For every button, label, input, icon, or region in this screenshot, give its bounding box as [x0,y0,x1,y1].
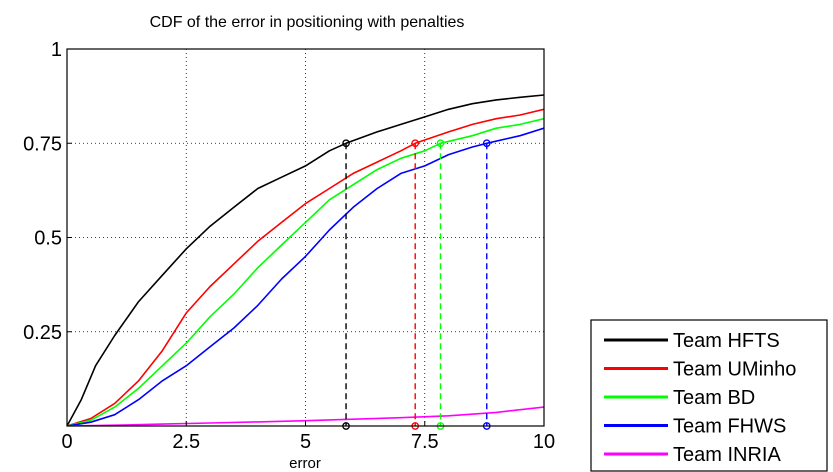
tick-group: 0 2.5 5 7.5 10 0.25 0.5 0.75 1 [23,39,555,453]
series-line-team-hfts [67,94,544,426]
series-line-team-inria [67,406,544,426]
y-tick-label: 1 [51,39,62,61]
x-tick-label: 10 [533,431,555,453]
legend-label-team-bd: Team BD [673,387,755,409]
quantile-marker-top [436,139,445,148]
legend: Team HFTS Team UMinho Team BD Team FHWS Team… [590,319,828,472]
series-line-team-bd [67,117,544,426]
grid [67,49,544,426]
y-tick-label: 0.25 [23,322,62,344]
legend-label-team-uminho: Team UMinho [673,359,796,381]
chart-title: CDF of the error in positioning with pen… [150,14,465,31]
legend-label-team-fhws: Team FHWS [673,416,786,438]
series-line-team-uminho [67,108,544,426]
quantile-marker-top [411,139,420,148]
series-line-team-fhws [67,127,544,426]
x-tick-label: 5 [300,431,311,453]
legend-box [590,319,828,472]
x-tick-label: 2.5 [172,431,200,453]
x-tick-label: 7.5 [411,431,439,453]
quantile-marker-top [342,139,350,148]
x-axis-label: error [289,455,321,472]
legend-label-team-inria: Team INRIA [673,444,781,466]
x-tick-label: 0 [61,431,72,453]
y-tick-label: 0.5 [34,228,62,250]
y-tick-label: 0.75 [23,133,62,155]
series-group [67,94,544,426]
quantile-marker-top [482,139,491,148]
legend-label-team-hfts: Team HFTS [673,330,780,352]
